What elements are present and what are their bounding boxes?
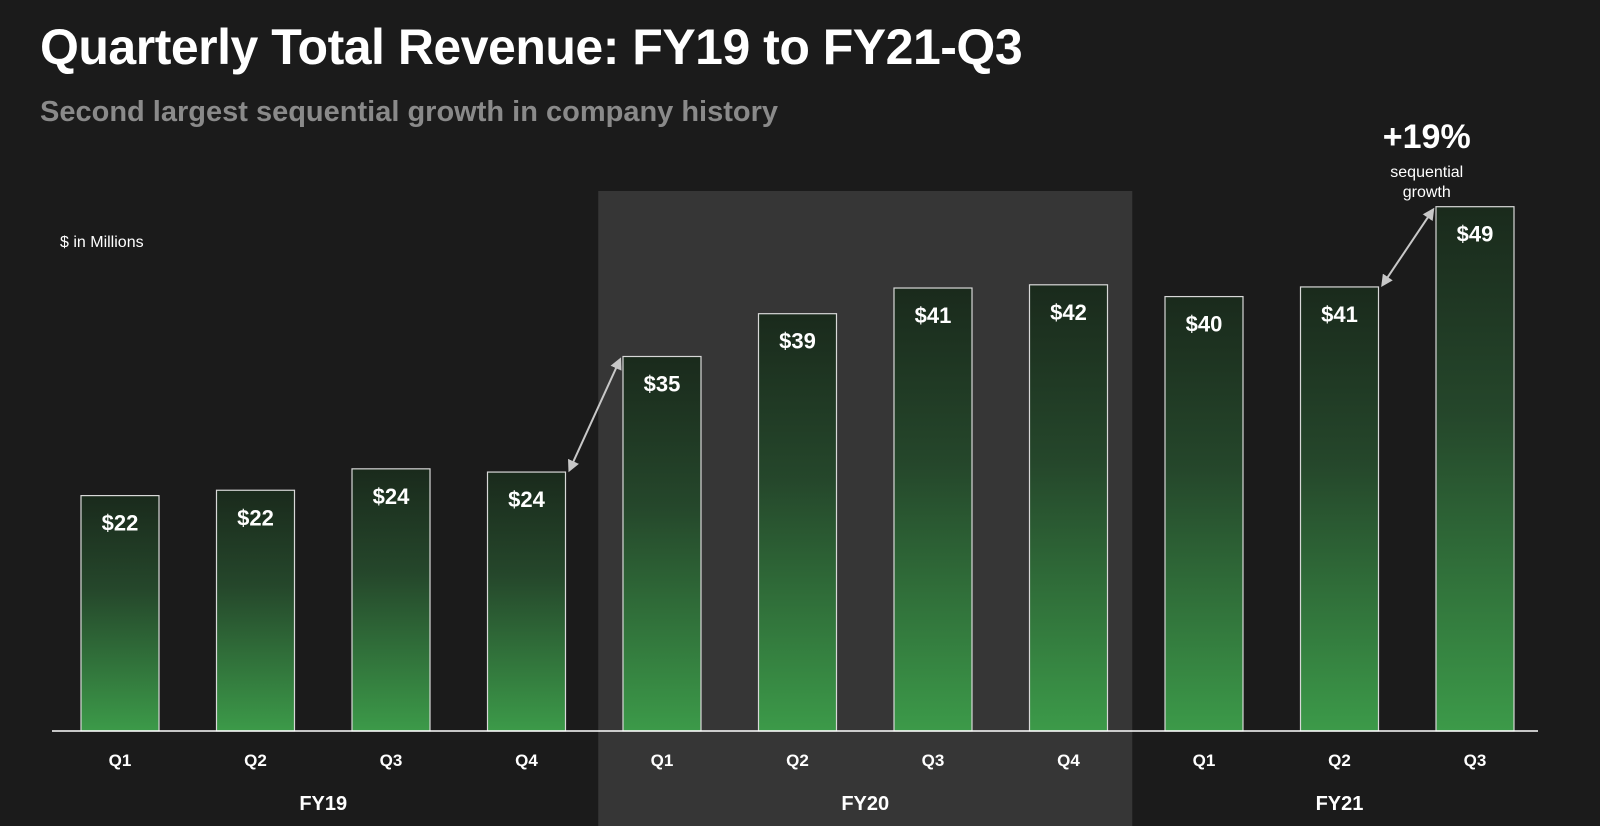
data-label: $42: [1050, 300, 1087, 325]
x-tick-label: Q1: [651, 751, 674, 770]
bar-layer: [80, 206, 1515, 732]
annotation-layer: +19% sequential growth: [568, 118, 1471, 473]
data-label: $24: [373, 484, 410, 509]
data-label: $39: [779, 329, 816, 354]
growth-arrow: [568, 357, 622, 473]
x-tick-label: Q1: [109, 751, 132, 770]
bar-fy21-q1: [1164, 295, 1244, 732]
bar-fy19-q1: [80, 495, 160, 732]
data-label: $49: [1457, 222, 1494, 247]
x-tick-label: Q3: [380, 751, 403, 770]
x-tick-label: Q4: [515, 751, 538, 770]
y-axis-label: $ in Millions: [60, 234, 144, 251]
fiscal-year-label: FY21: [1316, 793, 1364, 815]
bar-fy21-q2: [1299, 286, 1380, 732]
growth-caption: growth: [1403, 184, 1451, 201]
data-label: $24: [508, 487, 545, 512]
x-tick-label: Q2: [244, 751, 267, 770]
x-tick-label: Q1: [1193, 751, 1216, 770]
data-label: $40: [1186, 312, 1223, 337]
x-tick-label: Q2: [1328, 751, 1351, 770]
bar-fy20-q4: [1028, 284, 1109, 732]
fiscal-year-label: FY19: [299, 793, 347, 815]
bar-fy21-q3: [1435, 206, 1515, 732]
fiscal-year-label: FY20: [841, 793, 889, 815]
data-label: $41: [1321, 302, 1358, 327]
data-label: $22: [237, 505, 274, 530]
page-subtitle: Second largest sequential growth in comp…: [40, 96, 779, 128]
bar-fy20-q2: [757, 313, 838, 732]
x-tick-label: Q4: [1057, 751, 1080, 770]
growth-caption: sequential: [1390, 164, 1463, 181]
page-title: Quarterly Total Revenue: FY19 to FY21-Q3: [40, 19, 1023, 75]
x-tick-label: Q3: [1464, 751, 1487, 770]
data-label: $35: [644, 372, 681, 397]
x-tick-label: Q2: [786, 751, 809, 770]
label-layer: $ in Millions $22 Q1 $22 Q2 $24 Q3 $24 Q4 $35 Q1 $3…: [60, 222, 1493, 815]
growth-percent: +19%: [1383, 118, 1471, 156]
growth-arrow: [1381, 207, 1435, 287]
x-tick-label: Q3: [922, 751, 945, 770]
data-label: $41: [915, 303, 952, 328]
data-label: $22: [102, 511, 139, 536]
bar-fy20-q1: [622, 355, 702, 732]
bar-fy20-q3: [893, 287, 973, 732]
